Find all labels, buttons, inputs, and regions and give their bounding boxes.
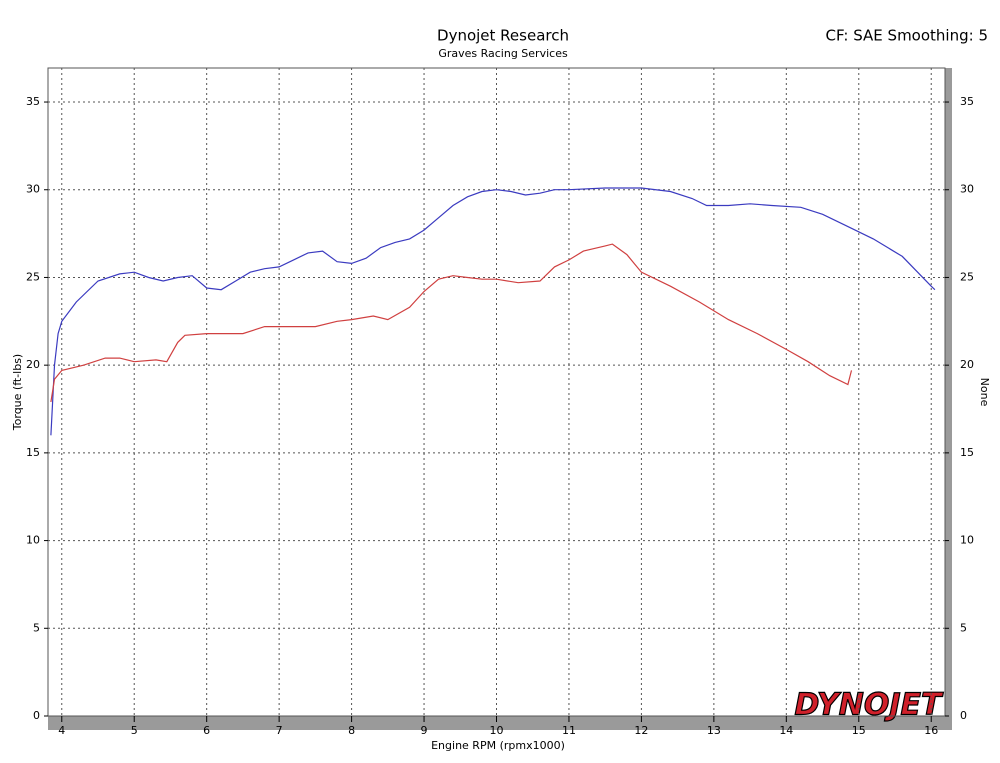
- x-tick-label: 14: [779, 724, 793, 737]
- logo: DYNOJET: [794, 688, 944, 723]
- x-tick-label: 4: [58, 724, 65, 737]
- y-tick-label: 30: [26, 183, 40, 196]
- x-tick-label: 10: [490, 724, 504, 737]
- right-frame: [945, 68, 952, 730]
- annotation: CF: SAE Smoothing: 5: [825, 27, 988, 45]
- chart-title: Dynojet Research: [437, 27, 569, 45]
- torque-line: [50, 187, 936, 436]
- x-tick-label: 8: [348, 724, 355, 737]
- x-tick-label: 5: [131, 724, 138, 737]
- y2-tick-label: 5: [960, 621, 967, 634]
- bottom-frame: [48, 716, 945, 730]
- y2-tick-label: 25: [960, 270, 974, 283]
- x-tick-label: 6: [203, 724, 210, 737]
- y-tick-label: 0: [33, 709, 40, 722]
- y2-tick-label: 15: [960, 446, 974, 459]
- y-axis-label: Torque (ft-lbs): [11, 354, 24, 431]
- x-axis-label: Engine RPM (rpmx1000): [431, 739, 565, 752]
- x-tick-label: 16: [924, 724, 938, 737]
- y2-tick-label: 35: [960, 95, 974, 108]
- torque-line: [50, 243, 853, 403]
- y2-tick-label: 0: [960, 709, 967, 722]
- x-tick-label: 9: [421, 724, 428, 737]
- y-tick-label: 25: [26, 270, 40, 283]
- y2-axis-label: None: [978, 378, 991, 407]
- y2-tick-label: 30: [960, 183, 974, 196]
- y-tick-label: 20: [26, 358, 40, 371]
- chart-subtitle: Graves Racing Services: [438, 47, 568, 60]
- y-tick-label: 35: [26, 95, 40, 108]
- y-tick-label: 15: [26, 446, 40, 459]
- x-tick-label: 12: [634, 724, 648, 737]
- y-tick-label: 5: [33, 621, 40, 634]
- y2-tick-label: 20: [960, 358, 974, 371]
- x-tick-label: 11: [562, 724, 576, 737]
- y-tick-label: 10: [26, 534, 40, 547]
- y2-tick-label: 10: [960, 534, 974, 547]
- x-tick-label: 7: [276, 724, 283, 737]
- x-tick-label: 13: [707, 724, 721, 737]
- x-tick-label: 15: [852, 724, 866, 737]
